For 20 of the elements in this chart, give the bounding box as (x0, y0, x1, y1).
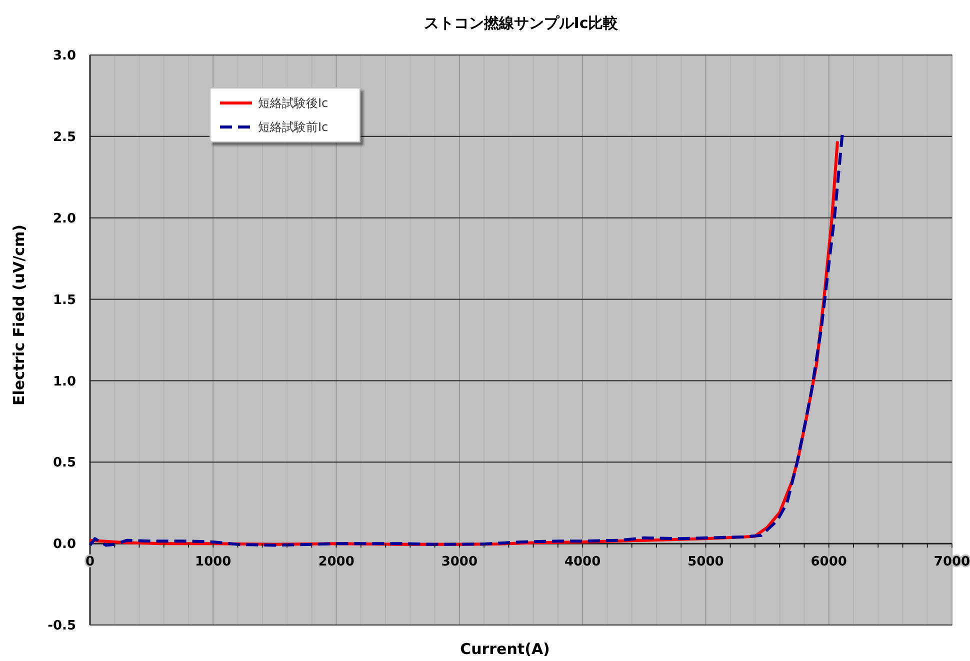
y-tick-label: 3.0 (52, 48, 76, 64)
y-tick-label: 2.5 (52, 130, 76, 145)
x-tick-label: 3000 (441, 554, 478, 570)
y-tick-label: 0.0 (52, 537, 76, 552)
x-tick-label: 7000 (934, 554, 970, 570)
x-tick-label: 6000 (810, 554, 847, 570)
y-tick-label: 2.0 (52, 211, 76, 226)
legend-label: 短絡試験前Ic (258, 120, 328, 134)
chart-title: ストコン撚線サンプルIc比較 (424, 14, 620, 32)
x-axis-title: Current(A) (460, 640, 550, 658)
y-tick-label: -0.5 (48, 618, 76, 634)
y-tick-label: 1.0 (52, 374, 76, 390)
x-tick-label: 4000 (564, 554, 601, 570)
x-tick-label: 1000 (195, 554, 232, 570)
y-axis-title: Electric Field (uV/cm) (10, 224, 28, 406)
x-tick-label: 2000 (318, 554, 354, 570)
x-tick-label: 5000 (688, 554, 724, 570)
legend-label: 短絡試験後Ic (258, 96, 328, 110)
y-tick-label: 1.5 (52, 292, 76, 308)
y-tick-label: 0.5 (52, 456, 76, 471)
